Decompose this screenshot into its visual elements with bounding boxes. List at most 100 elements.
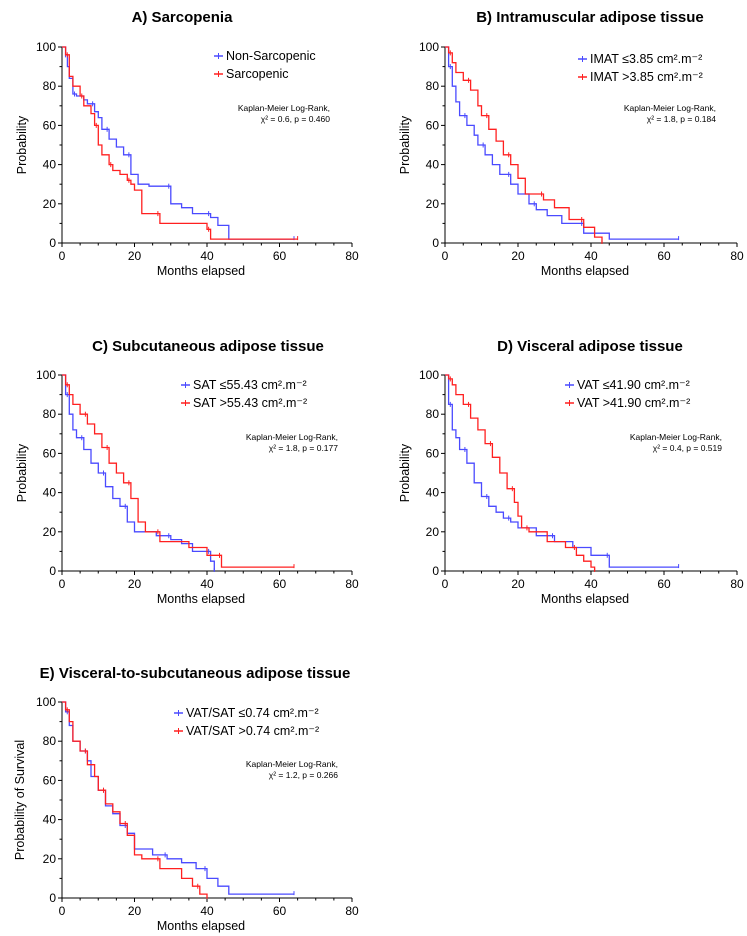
y-axis-label: Probability — [15, 115, 29, 174]
panel-b-intramuscular-adipose: B) Intramuscular adipose tissue 0 20 40 60 80… — [398, 9, 744, 278]
legend-label: SAT ≤55.43 cm².m⁻² — [193, 378, 307, 392]
chart-title: B) Intramuscular adipose tissue — [476, 9, 704, 26]
chart-title: C) Subcutaneous adipose tissue — [92, 338, 324, 355]
y-tick-label: 0 — [49, 236, 56, 250]
x-tick-label: 60 — [273, 577, 287, 591]
x-tick-label: 80 — [345, 904, 359, 918]
y-tick-label: 40 — [426, 158, 440, 172]
log-rank-stat: χ² = 0.6, p = 0.460 — [261, 114, 330, 124]
y-tick-label: 40 — [43, 813, 57, 827]
x-tick-label: 60 — [657, 577, 671, 591]
x-tick-label: 0 — [442, 577, 449, 591]
y-tick-label: 0 — [49, 564, 56, 578]
y-tick-label: 100 — [419, 368, 439, 382]
x-axis-label: Months elapsed — [157, 264, 245, 278]
y-tick-label: 0 — [432, 564, 439, 578]
legend-label: VAT/SAT ≤0.74 cm².m⁻² — [186, 706, 319, 720]
x-tick-label: 20 — [511, 577, 525, 591]
y-axis-label: Probability — [398, 115, 412, 174]
x-tick-label: 20 — [128, 249, 142, 263]
x-tick-label: 0 — [59, 904, 66, 918]
legend-label: Non-Sarcopenic — [226, 49, 316, 63]
y-tick-label: 80 — [43, 79, 57, 93]
y-tick-label: 60 — [426, 446, 440, 460]
log-rank-stat: χ² = 0.4, p = 0.519 — [653, 443, 722, 453]
x-axis-label: Months elapsed — [157, 592, 245, 606]
y-tick-label: 40 — [43, 158, 57, 172]
survival-curve-series-2 — [62, 46, 298, 240]
x-tick-label: 20 — [128, 904, 142, 918]
log-rank-stat: Kaplan-Meier Log-Rank, — [246, 432, 338, 442]
y-tick-label: 100 — [36, 368, 56, 382]
log-rank-stat: Kaplan-Meier Log-Rank, — [246, 759, 338, 769]
legend-label: VAT ≤41.90 cm².m⁻² — [577, 378, 690, 392]
survival-curve-series-2 — [62, 701, 208, 898]
y-tick-label: 20 — [43, 525, 57, 539]
x-tick-label: 80 — [345, 577, 359, 591]
panel-c-subcutaneous-adipose: C) Subcutaneous adipose tissue 0 20 40 60 80 0… — [15, 338, 359, 606]
x-tick-label: 60 — [657, 249, 671, 263]
panel-e-visceral-to-subcutaneous: E) Visceral-to-subcutaneous adipose tiss… — [13, 665, 359, 933]
log-rank-stat: χ² = 1.2, p = 0.266 — [269, 770, 338, 780]
x-tick-label: 80 — [345, 249, 359, 263]
legend-label: VAT/SAT >0.74 cm².m⁻² — [186, 724, 319, 738]
log-rank-stat: Kaplan-Meier Log-Rank, — [630, 432, 722, 442]
y-tick-label: 80 — [426, 407, 440, 421]
log-rank-stat: Kaplan-Meier Log-Rank, — [238, 103, 330, 113]
x-tick-label: 0 — [442, 249, 449, 263]
y-tick-label: 80 — [426, 79, 440, 93]
x-tick-label: 40 — [200, 904, 214, 918]
survival-curve-series-2 — [62, 374, 294, 568]
x-tick-label: 80 — [730, 577, 744, 591]
y-tick-label: 20 — [426, 525, 440, 539]
y-tick-label: 20 — [43, 852, 57, 866]
x-tick-label: 0 — [59, 249, 66, 263]
legend-label: Sarcopenic — [226, 67, 289, 81]
x-tick-label: 40 — [200, 577, 214, 591]
y-tick-label: 20 — [426, 197, 440, 211]
legend-label: IMAT ≤3.85 cm².m⁻² — [590, 52, 702, 66]
y-tick-label: 60 — [43, 773, 57, 787]
x-axis-label: Months elapsed — [541, 592, 629, 606]
legend-label: IMAT >3.85 cm².m⁻² — [590, 70, 703, 84]
y-tick-label: 40 — [426, 486, 440, 500]
y-tick-label: 60 — [43, 446, 57, 460]
y-tick-label: 40 — [43, 486, 57, 500]
panel-a-sarcopenia: A) Sarcopenia 0 20 40 60 80 0 20 40 60 80 100 Months… — [15, 9, 359, 278]
log-rank-stat: χ² = 1.8, p = 0.177 — [269, 443, 338, 453]
survival-curve-series-1 — [62, 374, 215, 571]
survival-curve-series-2 — [445, 374, 596, 571]
y-tick-label: 60 — [43, 118, 57, 132]
x-tick-label: 20 — [511, 249, 525, 263]
y-tick-label: 100 — [36, 695, 56, 709]
y-tick-label: 80 — [43, 407, 57, 421]
x-tick-label: 60 — [273, 904, 287, 918]
x-tick-label: 40 — [200, 249, 214, 263]
x-tick-label: 0 — [59, 577, 66, 591]
legend-label: SAT >55.43 cm².m⁻² — [193, 396, 307, 410]
y-axis-label: Probability — [398, 443, 412, 502]
y-tick-label: 0 — [432, 236, 439, 250]
x-tick-label: 20 — [128, 577, 142, 591]
log-rank-stat: Kaplan-Meier Log-Rank, — [624, 103, 716, 113]
x-tick-label: 40 — [584, 577, 598, 591]
y-axis-label: Probability of Survival — [13, 740, 27, 860]
x-tick-label: 60 — [273, 249, 287, 263]
panel-d-visceral-adipose: D) Visceral adipose tissue 0 20 40 60 80 0 20 40… — [398, 338, 744, 606]
chart-title: E) Visceral-to-subcutaneous adipose tiss… — [40, 665, 351, 682]
x-axis-label: Months elapsed — [157, 919, 245, 933]
chart-title: A) Sarcopenia — [132, 9, 234, 26]
survival-curve-series-1 — [445, 374, 679, 568]
legend-label: VAT >41.90 cm².m⁻² — [577, 396, 690, 410]
x-tick-label: 40 — [584, 249, 598, 263]
x-axis-label: Months elapsed — [541, 264, 629, 278]
survival-curve-series-2 — [445, 46, 603, 243]
y-tick-label: 80 — [43, 734, 57, 748]
y-tick-label: 20 — [43, 197, 57, 211]
survival-curve-series-1 — [445, 46, 679, 240]
y-tick-label: 100 — [419, 40, 439, 54]
x-tick-label: 80 — [730, 249, 744, 263]
log-rank-stat: χ² = 1.8, p = 0.184 — [647, 114, 716, 124]
y-tick-label: 100 — [36, 40, 56, 54]
chart-title: D) Visceral adipose tissue — [497, 338, 683, 355]
